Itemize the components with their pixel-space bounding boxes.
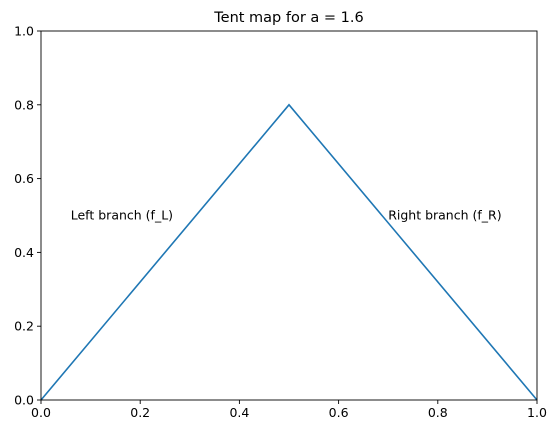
y-tick-label: 0.6 <box>14 171 34 186</box>
x-tick-label: 0.2 <box>130 405 150 420</box>
x-tick-label: 0.0 <box>31 405 51 420</box>
y-tick-label: 0.2 <box>14 319 34 334</box>
x-tick-label: 0.8 <box>428 405 448 420</box>
plot-area: Left branch (f_L) Right branch (f_R) <box>40 103 538 401</box>
series-line-0 <box>40 103 538 401</box>
annotation-1: Right branch (f_R) <box>388 208 501 223</box>
annotation-0: Left branch (f_L) <box>71 208 173 223</box>
x-tick-label: 0.4 <box>229 405 249 420</box>
axes: 0.0 0.2 0.4 0.6 0.8 1.0 0.0 0.2 0.4 0.6 0.8 1.0 <box>14 24 547 421</box>
x-tick-label: 1.0 <box>527 405 547 420</box>
y-tick-label: 0.4 <box>14 245 34 260</box>
y-tick-label: 0.0 <box>14 393 34 408</box>
y-tick-label: 0.8 <box>14 97 34 112</box>
y-tick-label: 1.0 <box>14 24 34 39</box>
axes-frame <box>40 30 538 401</box>
chart-title: Tent map for a = 1.6 <box>213 10 363 26</box>
x-tick-label: 0.6 <box>329 405 349 420</box>
